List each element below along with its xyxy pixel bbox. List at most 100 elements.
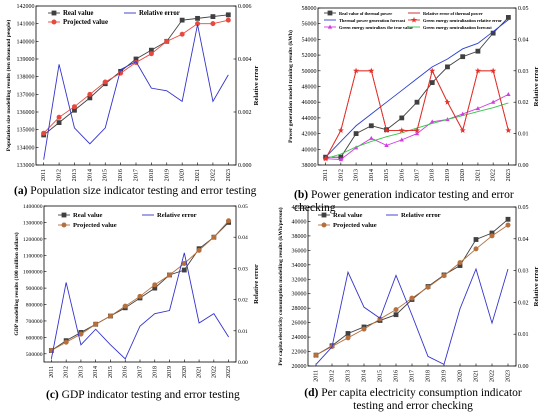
data-point bbox=[393, 312, 399, 318]
y-left-tick-label: 38000 bbox=[302, 163, 317, 169]
caption-c: (c) GDP indicator testing and error test… bbox=[46, 389, 286, 402]
y-right-tick-label: 0.05 bbox=[238, 204, 248, 210]
y-left-tick-label: 800000 bbox=[26, 303, 43, 309]
x-tick-label: 2018 bbox=[426, 370, 432, 382]
series-real-value bbox=[313, 216, 511, 358]
y-right-tick-label: 0.004 bbox=[238, 57, 252, 63]
y-left-axis-title: Per capita electricity consumption model… bbox=[277, 207, 284, 365]
caption-a-text: Population size indicator testing and er… bbox=[30, 185, 257, 197]
y-left-tick-label: 138000 bbox=[17, 75, 35, 81]
chart-d: 2011 2012 2013 2014 2015 2016 2017 2018 2019 2020… bbox=[277, 205, 540, 382]
caption-a-letter: (a) bbox=[14, 185, 28, 197]
x-tick-label: 2023 bbox=[226, 366, 232, 378]
series-relative-error bbox=[50, 252, 230, 360]
x-tick-label: 2017 bbox=[410, 370, 416, 382]
x-tick-label: 2016 bbox=[398, 169, 405, 181]
legend-marker bbox=[61, 222, 67, 228]
series-line bbox=[325, 17, 509, 158]
x-tick-label: 2019 bbox=[442, 370, 448, 382]
x-tick-label: 2013 bbox=[346, 370, 352, 382]
legend-marker bbox=[321, 222, 327, 228]
data-point bbox=[473, 246, 479, 252]
y-left-tick-label: 1200000 bbox=[23, 237, 43, 243]
data-point bbox=[383, 127, 390, 134]
x-tick-label: 2014 bbox=[93, 366, 99, 378]
legend: Real value of thermal power Relative erro… bbox=[324, 10, 502, 30]
y-left-tick-label: 700000 bbox=[26, 319, 43, 325]
y-right-tick-label: 0.03 bbox=[518, 269, 529, 275]
y-left-tick-label: 136000 bbox=[17, 110, 35, 116]
data-point bbox=[148, 51, 154, 57]
data-point bbox=[338, 157, 344, 162]
caption-a: (a) Population size indicator testing an… bbox=[14, 185, 284, 198]
x-tick-label: 2020 bbox=[459, 169, 466, 181]
series-real-value bbox=[48, 220, 232, 353]
legend-marker bbox=[51, 19, 57, 25]
data-point bbox=[425, 284, 431, 290]
y-left-tick-label: 134000 bbox=[17, 145, 35, 151]
x-tick-label: 2013 bbox=[71, 169, 78, 181]
legend-marker bbox=[61, 212, 67, 218]
caption-c-text: GDP indicator testing and error testing bbox=[61, 389, 240, 401]
data-point bbox=[505, 222, 511, 228]
data-point bbox=[505, 127, 512, 134]
plot-frame bbox=[35, 5, 237, 166]
series-thermal-power-generation-forecast bbox=[325, 19, 509, 158]
y-left-tick-label: 141000 bbox=[17, 22, 35, 28]
y-right-tick-label: 0.02 bbox=[238, 298, 248, 304]
y-right-tick-label: 0.006 bbox=[238, 4, 252, 10]
y-right-tick-label: 0.04 bbox=[238, 235, 248, 241]
y-left-tick-label: 46000 bbox=[302, 100, 317, 106]
y-left-tick-label: 36000 bbox=[292, 248, 307, 254]
data-point bbox=[441, 273, 447, 279]
y-left-tick-label: 54000 bbox=[302, 37, 317, 43]
series-relative-error bbox=[315, 267, 509, 366]
x-tick-label: 2021 bbox=[194, 169, 201, 181]
y-left-tick-label: 48000 bbox=[302, 85, 317, 91]
x-tick-label: 2012 bbox=[330, 370, 336, 382]
x-tick-label: 2015 bbox=[108, 366, 114, 378]
legend-label: Relative error bbox=[139, 10, 180, 17]
x-tick-label: 2016 bbox=[123, 366, 129, 378]
y-left-tick-label: 22000 bbox=[292, 350, 307, 356]
legend-marker bbox=[327, 24, 333, 29]
series-line bbox=[325, 69, 509, 159]
data-point bbox=[413, 127, 421, 134]
y-left-axis-title: Population size modelling results (ten t… bbox=[5, 20, 12, 152]
y-left-tick-label: 1100000 bbox=[23, 253, 43, 259]
data-point bbox=[71, 104, 77, 110]
x-tick-label: 2021 bbox=[197, 366, 203, 378]
y-right-tick-label: 0.00 bbox=[518, 163, 529, 169]
x-tick-label: 2022 bbox=[209, 169, 216, 181]
x-tick-label: 2012 bbox=[337, 169, 344, 181]
legend-label: Real value bbox=[73, 212, 103, 219]
x-tick-label: 2020 bbox=[179, 169, 186, 181]
y-left-tick-label: 24000 bbox=[292, 335, 307, 341]
data-point bbox=[345, 335, 351, 341]
data-point bbox=[87, 91, 93, 97]
x-tick-label: 2020 bbox=[182, 366, 188, 378]
x-tick-label: 2021 bbox=[474, 169, 481, 181]
data-point bbox=[225, 12, 231, 18]
x-tick-label: 2023 bbox=[505, 169, 512, 181]
y-left-tick-label: 1400000 bbox=[23, 204, 43, 210]
legend-marker bbox=[51, 10, 57, 16]
y-left-tick-label: 34000 bbox=[292, 263, 307, 269]
series-green-energy-neutralization-relative-error bbox=[322, 67, 512, 162]
legend-marker bbox=[321, 212, 327, 218]
y-right-tick-label: 0.04 bbox=[518, 237, 529, 243]
caption-b: (b) Power generation indicator testing a… bbox=[294, 189, 550, 215]
data-point bbox=[459, 127, 466, 134]
x-tick-label: 2018 bbox=[429, 169, 436, 181]
series-projected-value bbox=[41, 17, 231, 136]
data-point bbox=[368, 67, 375, 74]
x-tick-label: 2019 bbox=[163, 169, 170, 181]
data-point bbox=[225, 17, 231, 23]
y-left-tick-label: 56000 bbox=[302, 22, 317, 28]
data-point bbox=[505, 15, 511, 20]
y-left-tick-label: 1000000 bbox=[23, 270, 43, 276]
y-right-axis-title: Relative error bbox=[533, 67, 540, 107]
y-left-tick-label: 900000 bbox=[26, 286, 43, 292]
legend-label: Projected value bbox=[63, 19, 108, 26]
data-point bbox=[460, 111, 465, 116]
